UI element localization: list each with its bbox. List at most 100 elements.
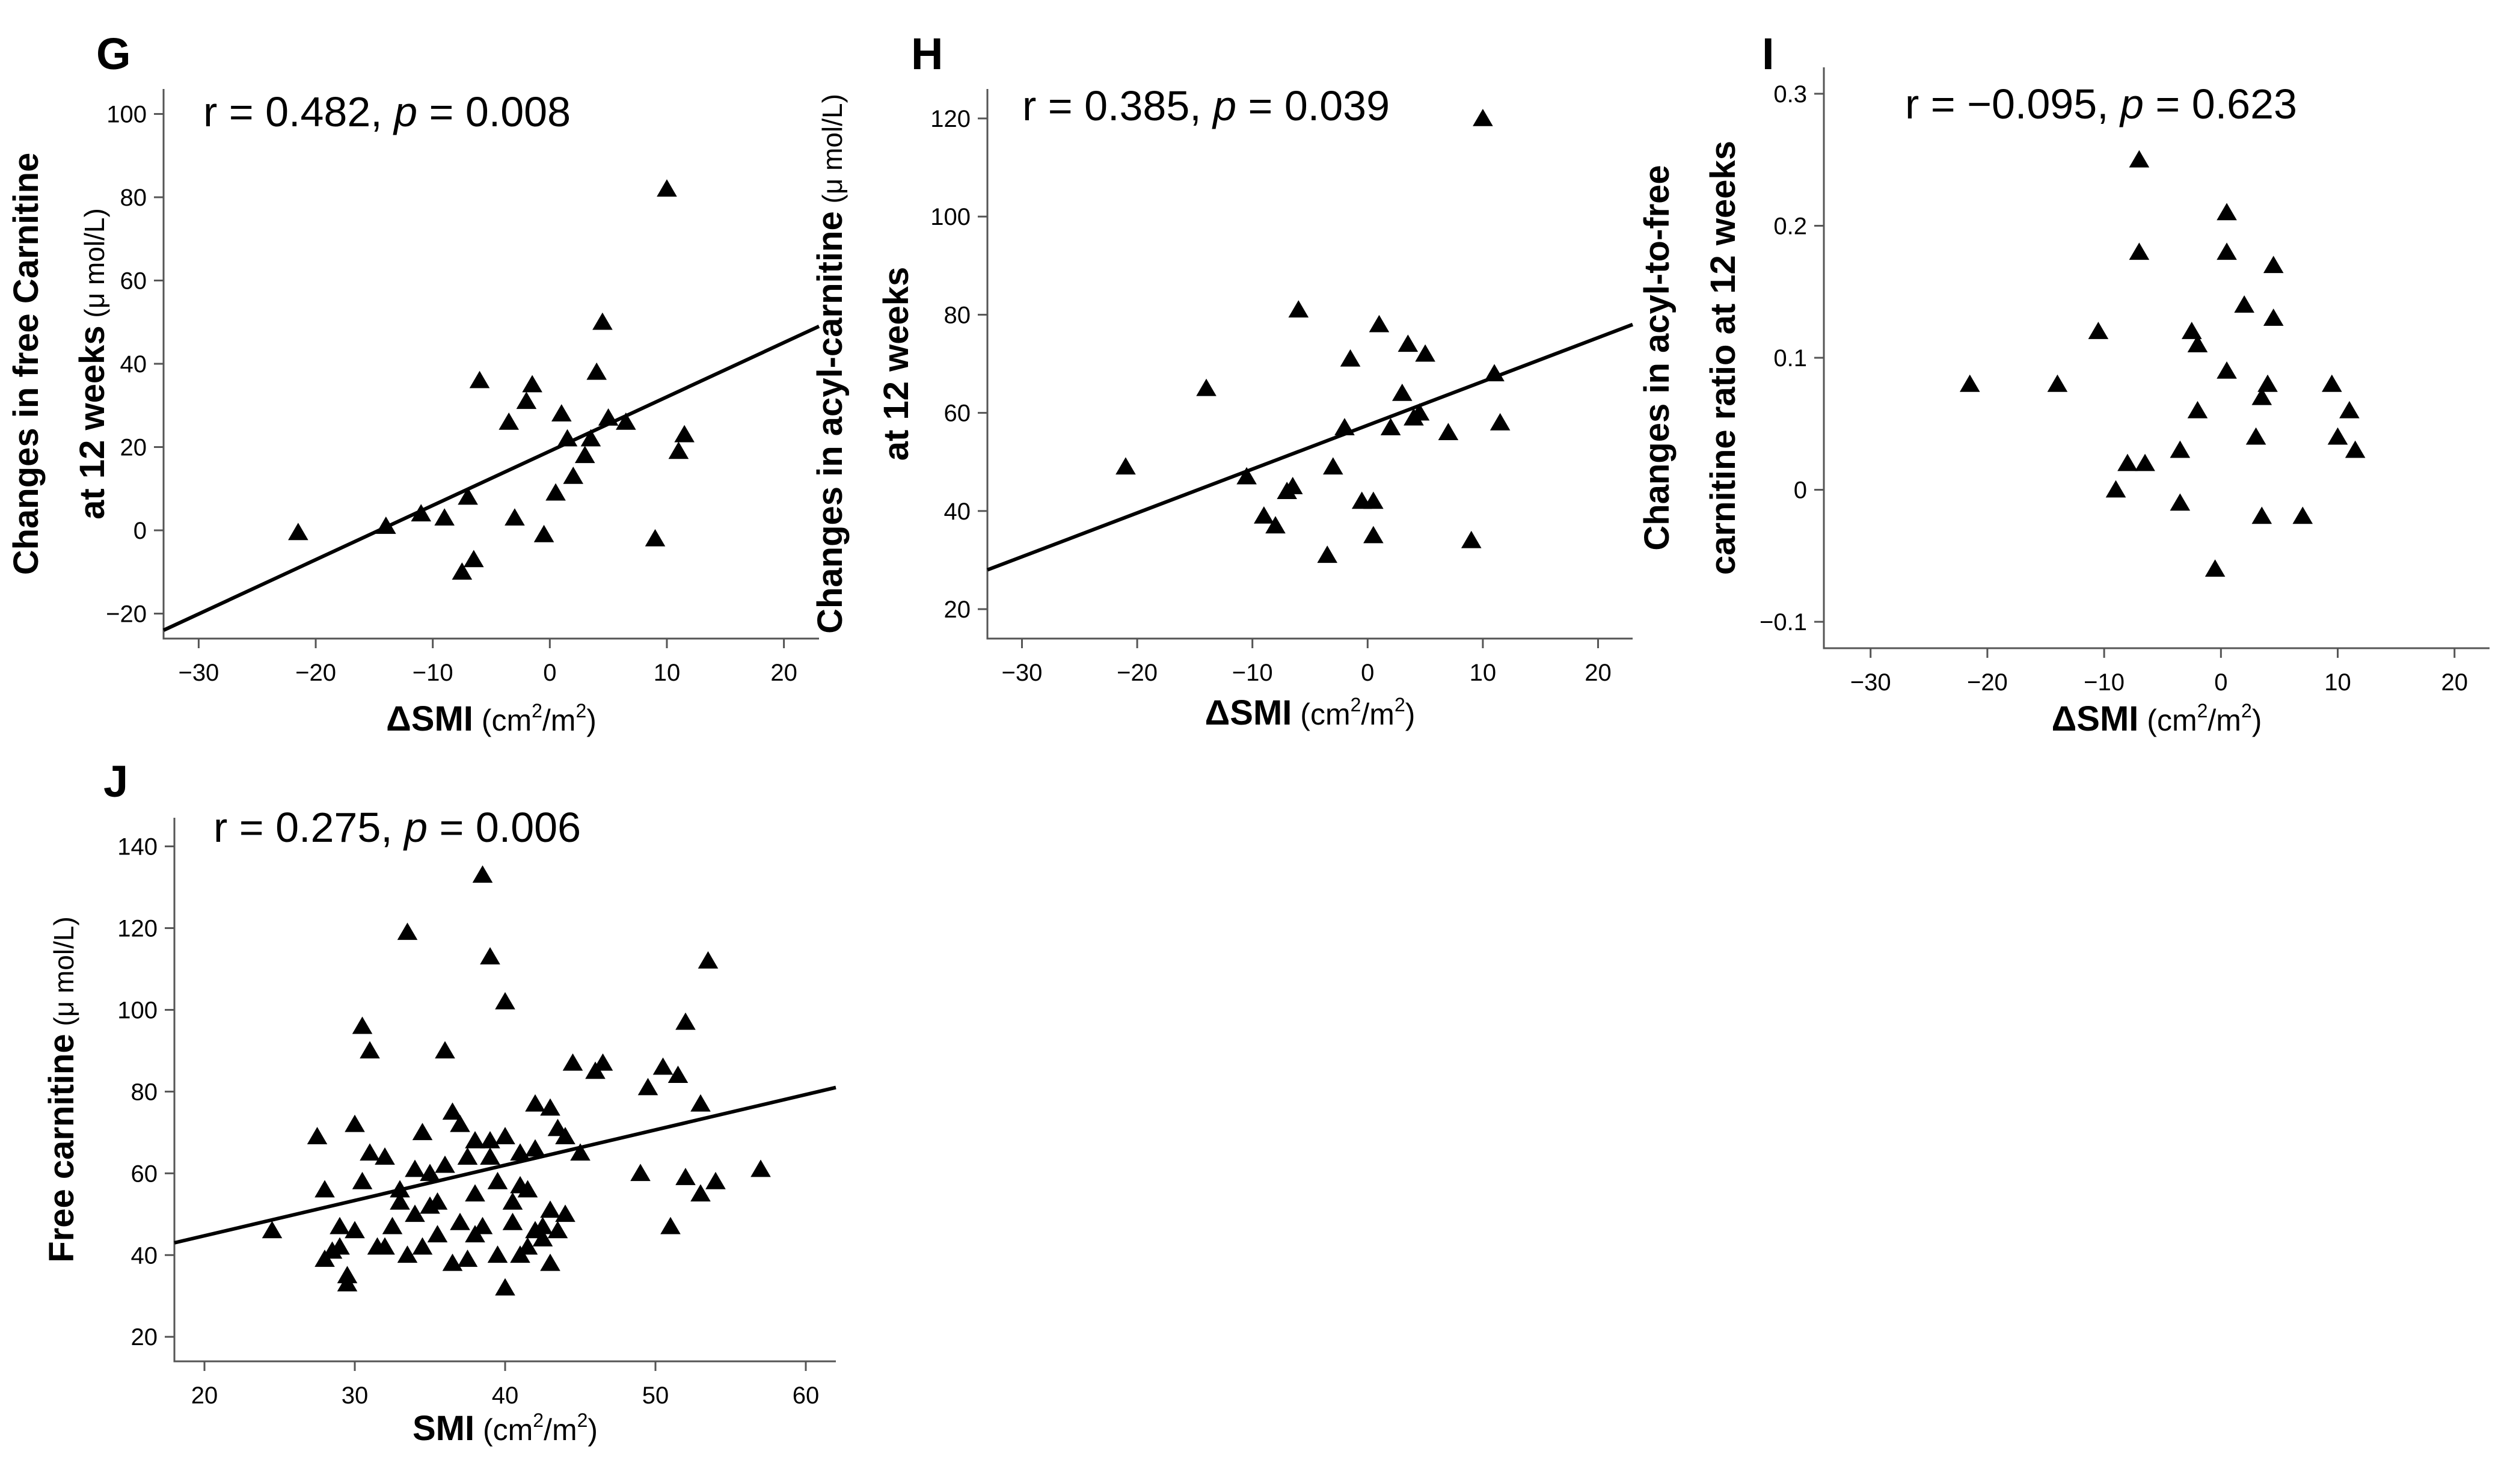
y-axis-title-line: Changes in acyl-carnitine (μ mol/L): [811, 94, 850, 634]
data-point: [525, 1139, 545, 1157]
data-point: [442, 1253, 463, 1271]
data-point: [2245, 427, 2266, 445]
data-point: [675, 1168, 696, 1185]
data-point: [435, 1155, 455, 1173]
data-point: [499, 412, 519, 430]
data-point: [465, 1130, 485, 1148]
data-point: [690, 1094, 711, 1112]
x-tick-label: 50: [642, 1382, 669, 1409]
panel-label: I: [1762, 29, 1775, 79]
data-point: [574, 446, 595, 464]
x-tick-label: 30: [342, 1382, 369, 1409]
x-tick-label: 20: [2441, 669, 2468, 696]
axis-lines: [986, 89, 1633, 640]
data-point: [412, 1123, 433, 1141]
data-point: [1380, 418, 1401, 435]
data-point: [1409, 403, 1430, 421]
data-point: [540, 1253, 560, 1271]
data-point: [330, 1216, 350, 1234]
data-point: [262, 1221, 283, 1239]
y-tick-label: 40: [120, 351, 147, 378]
data-point: [2129, 150, 2150, 168]
data-point: [517, 1180, 538, 1198]
data-point: [675, 1012, 696, 1030]
y-tick-label: 120: [930, 106, 971, 132]
data-point: [397, 922, 418, 940]
data-point: [427, 1225, 448, 1243]
data-point: [2135, 453, 2155, 471]
y-axis-title-line: carnitine ratio at 12 weeks: [1704, 141, 1743, 575]
data-point: [540, 1200, 560, 1218]
data-point: [505, 508, 525, 526]
data-point: [337, 1274, 358, 1292]
x-tick-label: −20: [1117, 660, 1158, 686]
x-axis-title: ΔSMI (cm2/m2): [1205, 693, 1416, 732]
x-tick-label: −10: [2084, 669, 2125, 696]
x-tick-label: 20: [1585, 660, 1612, 686]
data-point: [434, 508, 455, 526]
data-point: [345, 1114, 365, 1132]
data-point: [2322, 374, 2342, 392]
x-tick-label: 10: [654, 660, 681, 686]
x-tick-label: −10: [1232, 660, 1273, 686]
data-point: [307, 1127, 328, 1144]
data-point: [480, 1130, 500, 1148]
x-axis-title: SMI (cm2/m2): [413, 1409, 598, 1448]
y-tick-label: 0.3: [1773, 81, 1807, 108]
data-point: [2345, 440, 2366, 458]
x-tick-label: 20: [191, 1382, 218, 1409]
y-tick-label: 140: [117, 834, 158, 860]
data-point: [645, 529, 666, 547]
data-point: [2170, 440, 2191, 458]
data-point: [405, 1204, 425, 1222]
panel-label: G: [96, 29, 131, 79]
axis-lines: [1823, 67, 2490, 649]
data-point: [551, 404, 572, 422]
data-point: [1323, 457, 1343, 475]
panel-label: J: [103, 756, 128, 806]
stat-annotation: r = 0.482, p = 0.008: [203, 88, 571, 135]
y-tick-label: 80: [120, 185, 147, 211]
data-point: [495, 992, 515, 1010]
data-point: [1398, 334, 1419, 352]
data-point: [2257, 374, 2278, 392]
data-point: [487, 1245, 508, 1263]
panel-g: G −30 −20 −10 0 10 20 −20 0 20 40 60 80 100 r = 0.482,…: [7, 29, 820, 738]
data-point: [2129, 242, 2150, 260]
data-point: [397, 1245, 418, 1263]
data-point: [2263, 256, 2284, 274]
data-point: [562, 1053, 583, 1071]
data-point: [390, 1180, 410, 1198]
data-point: [1115, 457, 1136, 475]
data-point: [690, 1184, 711, 1202]
data-point: [352, 1016, 373, 1034]
data-point: [750, 1159, 771, 1177]
data-point: [390, 1192, 410, 1210]
data-point: [457, 1147, 478, 1165]
y-tick-label: 120: [117, 916, 158, 942]
x-axis-title: ΔSMI (cm2/m2): [386, 699, 597, 738]
stat-annotation: r = −0.095, p = 0.623: [1905, 81, 2297, 127]
data-point: [2251, 506, 2272, 524]
data-point: [630, 1164, 651, 1182]
data-point: [522, 375, 542, 393]
data-point: [616, 412, 636, 430]
y-tick-label: 20: [944, 596, 971, 623]
data-point: [465, 1184, 485, 1202]
data-point: [570, 1143, 591, 1161]
data-point: [547, 1221, 568, 1239]
data-point: [495, 1127, 515, 1144]
data-point: [2217, 242, 2237, 260]
y-tick-label: 0.1: [1773, 345, 1807, 372]
data-point: [532, 1216, 553, 1234]
y-tick-label: 0: [1794, 477, 1807, 504]
y-tick-label: 100: [106, 102, 147, 128]
data-point: [330, 1237, 350, 1255]
data-point: [637, 1078, 658, 1096]
data-point: [480, 947, 500, 964]
data-point: [598, 408, 619, 426]
data-point: [288, 523, 308, 541]
data-point: [360, 1143, 380, 1161]
data-point: [360, 1041, 380, 1059]
